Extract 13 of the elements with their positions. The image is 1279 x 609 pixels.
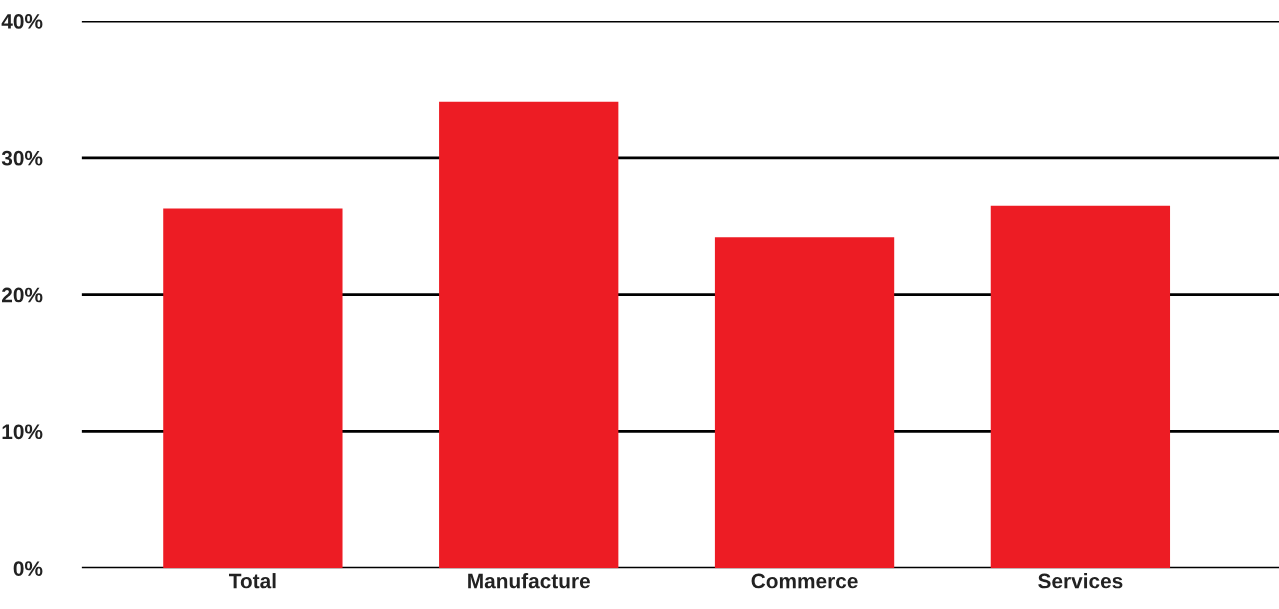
bar <box>163 208 343 569</box>
y-tick-label: 20% <box>1 287 43 303</box>
bar <box>439 101 619 569</box>
x-tick-label: Commerce <box>751 573 858 589</box>
y-tick-label: 40% <box>1 14 43 29</box>
y-tick-label: 30% <box>1 150 43 166</box>
bar <box>990 205 1171 569</box>
y-tick-label: 0% <box>13 561 43 576</box>
x-tick-label: Total <box>229 573 276 589</box>
x-tick-label: Services <box>1038 573 1123 589</box>
bar <box>714 237 895 569</box>
x-tick-label: Manufacture <box>468 573 590 589</box>
y-tick-label: 10% <box>2 424 43 440</box>
